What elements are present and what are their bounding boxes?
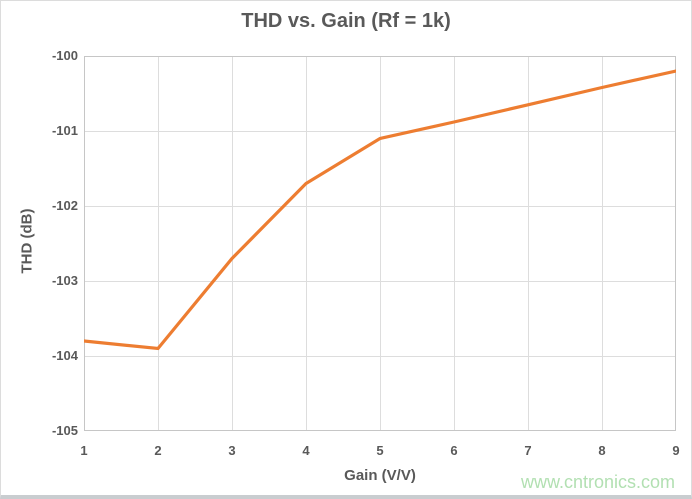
x-tick-label: 7 — [524, 443, 532, 458]
y-tick-label: -102 — [51, 198, 78, 213]
plot-area — [84, 56, 676, 431]
y-tick-label: -105 — [51, 423, 78, 438]
x-tick-label: 1 — [80, 443, 88, 458]
y-tick-label: -101 — [51, 123, 78, 138]
x-tick-label: 6 — [450, 443, 458, 458]
y-tick-label: -100 — [51, 48, 78, 63]
thd-line — [84, 69, 676, 351]
y-axis-title: THD (dB) — [18, 208, 36, 274]
x-axis-title: Gain (V/V) — [344, 467, 416, 484]
x-tick-label: 5 — [376, 443, 384, 458]
x-tick-label: 8 — [598, 443, 606, 458]
y-tick-label: -103 — [51, 273, 78, 288]
x-tick-label: 4 — [302, 443, 310, 458]
x-tick-label: 9 — [672, 443, 680, 458]
chart-title: THD vs. Gain (Rf = 1k) — [241, 10, 451, 32]
y-tick-label: -104 — [51, 348, 78, 363]
x-tick-label: 3 — [228, 443, 236, 458]
plot-border — [84, 56, 676, 431]
x-tick-label: 2 — [154, 443, 162, 458]
watermark: www.cntronics.com — [520, 472, 675, 492]
